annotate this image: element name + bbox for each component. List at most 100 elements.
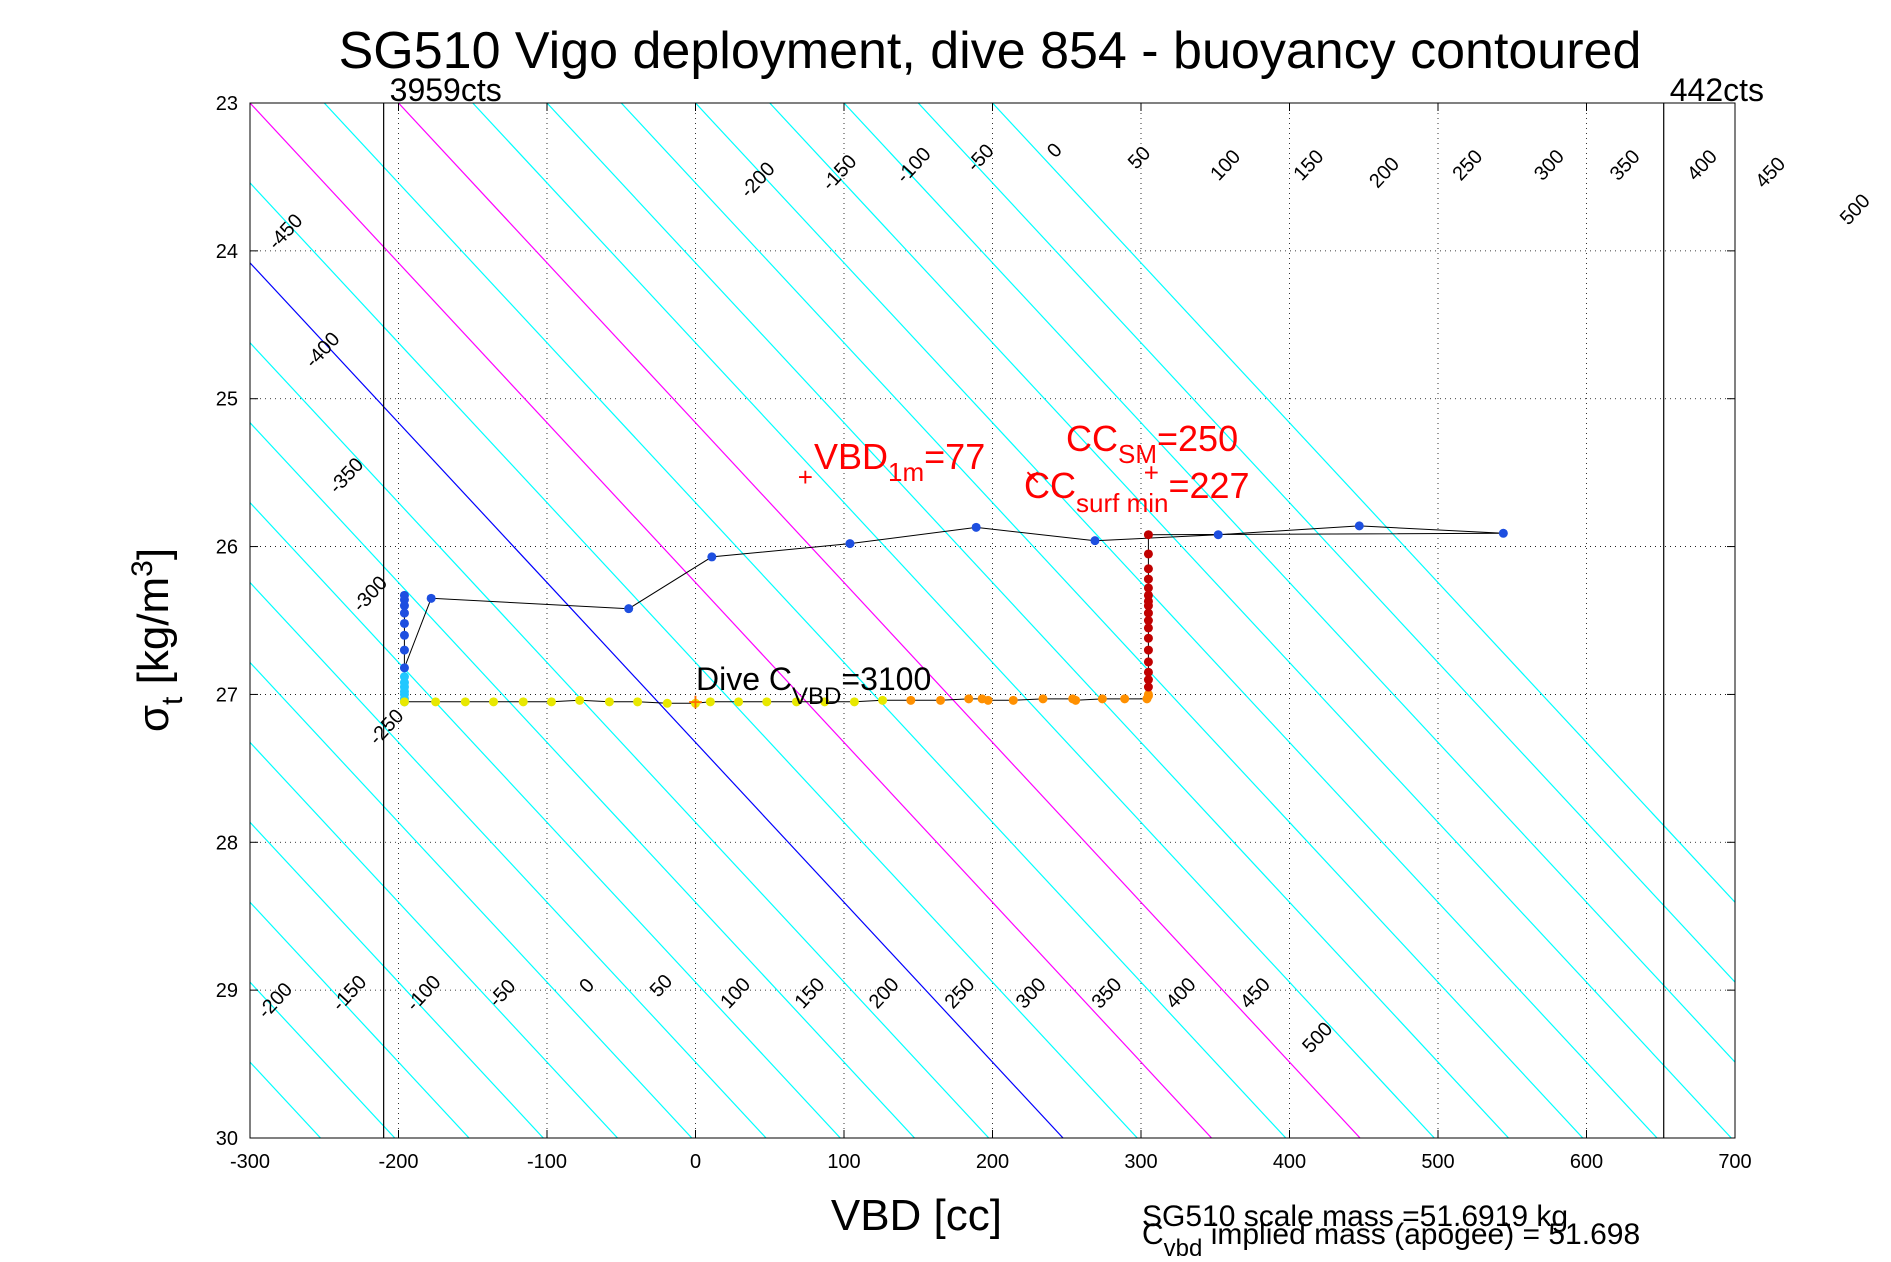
buoyancy-contour-300 <box>546 103 1509 1138</box>
data-point-descent <box>662 698 672 708</box>
x-tick-label: -200 <box>378 1151 418 1173</box>
buoyancy-contour--50 <box>250 341 990 1138</box>
implied-mass-note: Cvbd implied mass (apogee) = 51.698 <box>1142 1218 1640 1262</box>
data-point-surface <box>1143 601 1153 611</box>
x-tick-label: 0 <box>690 1151 701 1173</box>
buoyancy-contour--300 <box>250 741 618 1138</box>
y-tick-label: 27 <box>216 684 238 706</box>
data-point-surface <box>1143 682 1153 692</box>
data-point-descent <box>431 697 441 707</box>
x-tick-label: 100 <box>827 1151 860 1173</box>
scale-mass-note: SG510 scale mass =51.6919 kg <box>1142 1200 1568 1233</box>
data-point-descent <box>791 697 801 707</box>
x-tick-label: 600 <box>1570 1151 1603 1173</box>
y-tick-label: 29 <box>216 980 238 1002</box>
cc-sm-marker: + <box>1144 458 1159 488</box>
x-tick-label: 700 <box>1718 1151 1751 1173</box>
data-point-surface <box>1143 574 1153 584</box>
data-point-descent-deep <box>1097 694 1107 704</box>
annotation-dive-cvbd: Dive CVBD=3100 <box>696 661 931 710</box>
data-point-descent <box>518 697 528 707</box>
data-point-descent <box>849 697 859 707</box>
data-point-descent-deep <box>1120 694 1130 704</box>
cc-surf-min-marker: × <box>1025 462 1040 492</box>
data-point-descent <box>489 697 499 707</box>
buoyancy-contour-50 <box>250 182 1138 1138</box>
data-point-descent-deep <box>1008 695 1018 705</box>
data-point-ascent <box>707 552 717 562</box>
data-point-surface <box>1143 645 1153 655</box>
y-axis-label-unit: [kg/m <box>129 577 178 697</box>
data-point-surface <box>1143 608 1153 618</box>
data-point-ascent <box>426 593 436 603</box>
count-limit-lines: 3959cts 442cts <box>383 72 1764 1138</box>
data-point-descent <box>546 697 556 707</box>
x-axis-label: VBD [cc] <box>831 1191 1002 1240</box>
data-point-surface <box>1143 564 1153 574</box>
data-point-descent-deep <box>983 695 993 705</box>
data-point-ascent <box>971 522 981 532</box>
axis-ticks: -300 -200 -100 0 100 200 300 400 500 600 700 23 24 25… <box>216 93 1752 1173</box>
x-tick-label: -300 <box>230 1151 270 1173</box>
y-axis-label: σt [kg/m3] <box>126 548 189 732</box>
data-point-ascent <box>399 618 409 628</box>
vbd-1m-marker: + <box>798 462 813 492</box>
buoyancy-contour-0 <box>250 261 1064 1138</box>
buoyancy-contour-600 <box>992 103 1735 904</box>
svg-text:σt [kg/m3]: σt [kg/m3] <box>126 548 189 732</box>
buoyancy-contour-150 <box>323 103 1287 1138</box>
data-point-descent <box>878 695 888 705</box>
buoyancy-contour--250 <box>250 661 693 1138</box>
data-point-descent <box>575 695 585 705</box>
data-point-ascent <box>1498 528 1508 538</box>
y-axis-label-sup: 3 <box>126 560 159 577</box>
buoyancy-contour--200 <box>250 581 767 1138</box>
x-tick-label: 200 <box>976 1151 1009 1173</box>
data-point-ascent <box>1213 530 1223 540</box>
data-point-ascent <box>399 608 409 618</box>
data-point-descent-deep <box>964 694 974 704</box>
data-point-surface <box>1143 667 1153 677</box>
data-point-surface <box>1143 675 1153 685</box>
data-point-descent-deep <box>1071 695 1081 705</box>
y-tick-label: 23 <box>216 93 238 115</box>
data-point-surface <box>1143 623 1153 633</box>
data-point-ascent <box>845 539 855 549</box>
buoyancy-contour-450 <box>769 103 1732 1138</box>
data-point-ascent <box>624 604 634 614</box>
data-point-surface <box>1143 583 1153 593</box>
data-point-descent-deep <box>906 695 916 705</box>
buoyancy-contour-400 <box>695 103 1658 1138</box>
data-point-ascent <box>1090 536 1100 546</box>
data-series <box>399 521 1508 708</box>
data-point-descent-deep <box>1143 689 1153 699</box>
buoyancy-contour-200 <box>398 103 1361 1138</box>
y-tick-label: 30 <box>216 1128 238 1150</box>
data-point-descent <box>762 697 772 707</box>
data-point-surface <box>1143 530 1153 540</box>
data-point-ascent <box>399 663 409 673</box>
data-point-surface <box>1143 616 1153 625</box>
data-point-ascent <box>399 590 409 600</box>
annotation-vbd-1m: VBD1m=77 <box>814 436 985 487</box>
buoyancy-contour--100 <box>250 421 915 1138</box>
data-point-ascent <box>1354 521 1364 531</box>
count-limit-label: 442cts <box>1670 72 1764 108</box>
annotation-cc-sm: CCSM=250 <box>1066 418 1238 469</box>
y-axis-label-sub: t <box>156 696 189 705</box>
dive-cvbd-marker: + <box>688 687 703 717</box>
buoyancy-contour-500 <box>843 103 1735 1063</box>
y-tick-label: 28 <box>216 832 238 854</box>
data-point-surface <box>1143 657 1153 667</box>
buoyancy-contour--350 <box>250 821 544 1138</box>
data-point-descent <box>705 697 715 707</box>
buoyancy-contour--400 <box>250 901 470 1138</box>
count-limit-label: 3959cts <box>390 72 502 108</box>
data-point-descent <box>460 697 470 707</box>
data-point-ascent <box>399 630 409 640</box>
y-tick-label: 25 <box>216 389 238 411</box>
x-tick-label: -100 <box>527 1151 567 1173</box>
buoyancy-contour-250 <box>472 103 1435 1138</box>
y-axis-label-end: ] <box>129 548 178 560</box>
buoyancy-contour-100 <box>250 103 1212 1138</box>
